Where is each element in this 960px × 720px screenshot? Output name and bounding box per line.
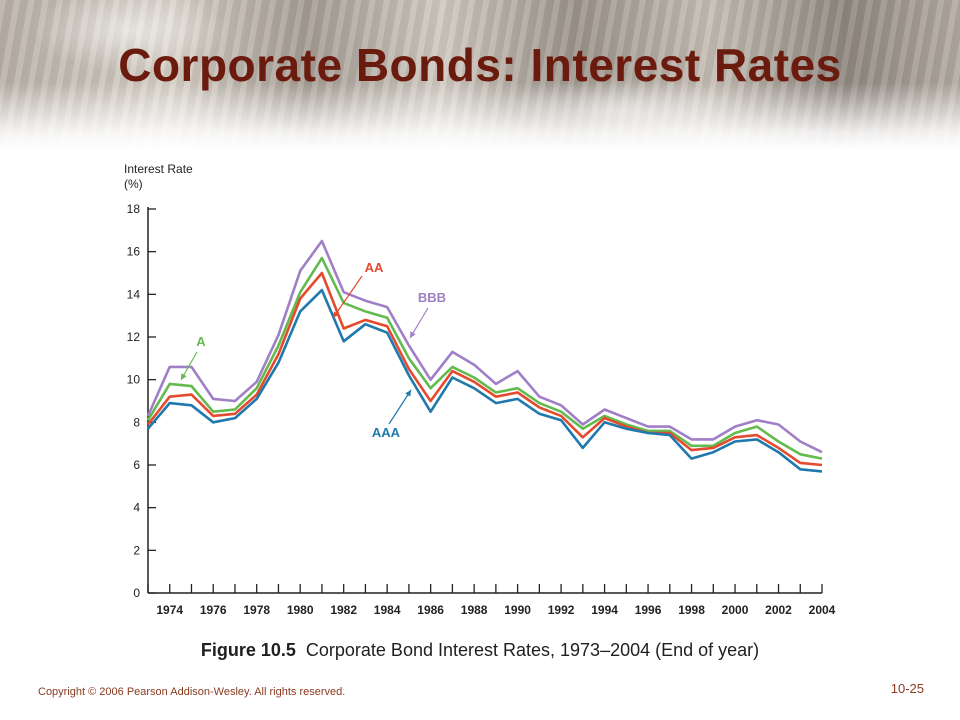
series-arrowhead-bbb [410,331,416,338]
interest-rate-line-chart: Interest Rate(%) 0 2 4 6 8 10 12 14 16 18 1974 1976 1… [124,162,836,617]
y-tick-label: 8 [133,415,140,429]
series-label-a: A [196,334,206,349]
y-axis-label: (%) [124,177,143,191]
x-tick-label: 1974 [156,603,183,617]
series-line-a [146,256,823,460]
series-label-aa: AA [365,260,384,275]
x-tick-label: 1988 [461,603,488,617]
slide-number: 10-25 [890,681,924,696]
y-tick-label: 18 [127,202,141,216]
series-arrowhead-aaa [405,390,411,397]
series-label-bbb: BBB [418,290,446,305]
series-arrow-aaa [388,389,412,425]
series-arrowhead-a [181,373,187,380]
x-tick-label: 1986 [417,603,444,617]
y-tick-label: 16 [127,245,141,259]
y-tick-label: 12 [127,330,141,344]
x-tick-label: 1980 [287,603,314,617]
x-tick-label: 1998 [678,603,705,617]
series-label-aaa: AAA [372,425,401,440]
figure-caption-text: Corporate Bond Interest Rates, 1973–2004… [305,640,760,660]
series-line-aaa [147,288,823,473]
series-arrowhead-aa [333,311,339,318]
y-tick-label: 6 [133,458,140,472]
y-axis-label: Interest Rate [124,162,193,176]
figure-caption: Figure 10.5 Corporate Bond Interest Rate… [0,640,960,661]
series-line-bbb [146,239,823,454]
figure-label: Figure 10.5 [200,640,296,660]
x-tick-label: 1984 [374,603,401,617]
x-tick-label: 2004 [809,603,836,617]
y-tick-label: 2 [133,543,140,557]
y-tick-label: 10 [127,373,141,387]
y-tick-label: 14 [127,287,141,301]
series-line-aa [146,271,823,467]
x-tick-label: 1976 [200,603,227,617]
x-tick-label: 1992 [548,603,575,617]
x-tick-label: 1982 [330,603,357,617]
header-fade [0,0,960,150]
x-tick-label: 2000 [722,603,749,617]
x-tick-label: 1978 [243,603,270,617]
series-arrow-aa [332,275,363,319]
copyright-notice: Copyright © 2006 Pearson Addison-Wesley.… [38,686,346,698]
x-tick-label: 1996 [635,603,662,617]
x-tick-label: 1990 [504,603,531,617]
y-tick-label: 4 [133,501,140,515]
x-tick-label: 2002 [765,603,792,617]
slide-title: Corporate Bonds: Interest Rates [118,39,842,91]
x-tick-label: 1994 [591,603,618,617]
y-tick-label: 0 [133,586,140,600]
